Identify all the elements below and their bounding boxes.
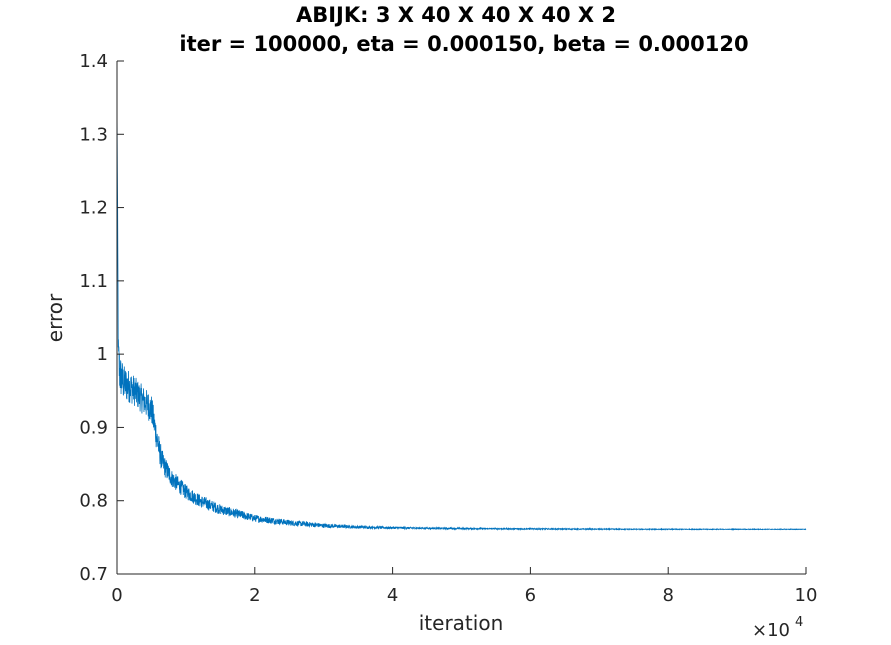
x-tick-label: 6 <box>525 585 536 606</box>
axes-frame <box>117 61 806 574</box>
x-tick-label: 2 <box>249 585 260 606</box>
plot-area <box>116 97 807 532</box>
x-tick-label: 10 <box>795 585 818 606</box>
y-tick-label: 1.3 <box>79 124 108 145</box>
y-tick-label: 0.7 <box>79 564 108 585</box>
y-tick-label: 1.2 <box>79 198 108 219</box>
error-series-line <box>116 97 807 532</box>
y-axis-label: error <box>43 293 67 342</box>
chart-subtitle: iter = 100000, eta = 0.000150, beta = 0.… <box>179 32 748 56</box>
x-exponent-power: 4 <box>795 615 803 630</box>
x-tick-label: 0 <box>111 585 122 606</box>
y-tick-label: 1.1 <box>79 271 108 292</box>
x-exponent: ×10 4 <box>752 615 803 641</box>
chart-title: ABIJK: 3 X 40 X 40 X 40 X 2 <box>296 3 616 27</box>
x-tick-label: 8 <box>662 585 673 606</box>
y-tick-label: 1 <box>97 344 108 365</box>
x-ticks: 0 2 4 6 8 10 <box>111 567 817 606</box>
y-ticks: 0.7 0.8 0.9 1 1.1 1.2 1.3 1.4 <box>79 51 124 585</box>
x-exponent-base: ×10 <box>752 620 790 641</box>
y-tick-label: 0.9 <box>79 417 108 438</box>
y-tick-label: 1.4 <box>79 51 108 72</box>
x-tick-label: 4 <box>387 585 398 606</box>
y-tick-label: 0.8 <box>79 491 108 512</box>
x-axis-label: iteration <box>419 611 504 635</box>
